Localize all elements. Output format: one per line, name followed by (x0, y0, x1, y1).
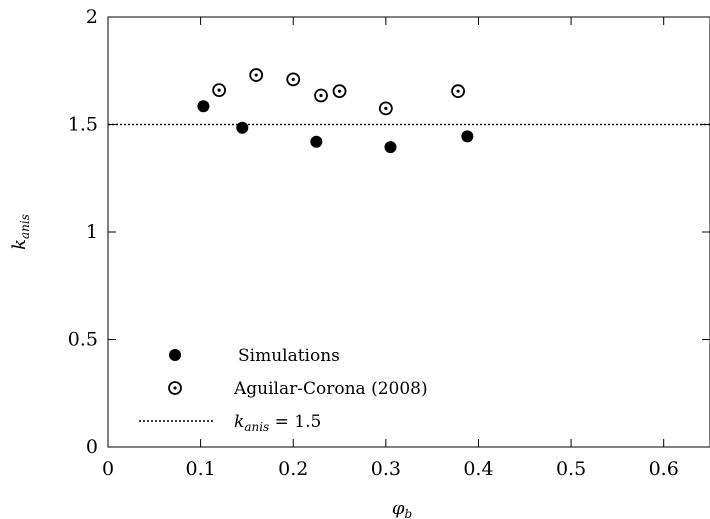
y-axis-label-main: k (9, 239, 30, 250)
legend-label-simulations: Simulations (238, 346, 340, 366)
legend-ref-rest: = 1.5 (269, 412, 321, 432)
y-tick-label: 1.5 (68, 114, 98, 136)
legend-ref-sub: anis (244, 420, 269, 434)
x-axis-label-main: φ (392, 498, 405, 519)
data-point-aguilar-corona-center (337, 89, 342, 93)
legend: Simulations Aguilar-Corona (2008) kanis … (139, 346, 428, 434)
legend-item-reference: kanis = 1.5 (139, 412, 321, 434)
data-point-aguilar-corona-center (254, 73, 258, 77)
data-point-simulations (197, 100, 210, 113)
y-tick-label: 1 (86, 221, 98, 243)
data-points-layer (197, 68, 474, 154)
data-point-aguilar-corona-center (384, 106, 388, 110)
x-tick-label: 0.1 (186, 458, 216, 480)
x-tick-label: 0.5 (556, 458, 586, 480)
data-point-simulations (461, 130, 474, 143)
data-point-simulations (236, 121, 249, 134)
data-point-aguilar-corona-center (456, 89, 460, 93)
x-tick-label: 0 (102, 458, 114, 480)
y-axis-label: kanis (9, 214, 32, 250)
y-tick-label: 0 (86, 436, 98, 458)
data-point-aguilar-corona-center (217, 88, 221, 92)
x-tick-label: 0.4 (463, 458, 493, 480)
x-tick-label: 0.6 (649, 458, 679, 480)
data-point-simulations (310, 135, 323, 148)
data-point-simulations (384, 141, 397, 154)
x-axis-label-sub: b (404, 507, 412, 519)
x-axis-label: φb (392, 498, 412, 519)
legend-marker-filled-circle (169, 349, 181, 361)
axis-ticks-layer: 0 0.1 0.2 0.3 0.4 0.5 0.6 0 0.5 1 1.5 2 (68, 6, 710, 480)
legend-item-aguilar-corona: Aguilar-Corona (2008) (168, 379, 428, 399)
legend-label-reference: kanis = 1.5 (234, 412, 321, 434)
x-tick-label: 0.3 (371, 458, 401, 480)
x-tick-label: 0.2 (278, 458, 308, 480)
legend-label-aguilar-corona: Aguilar-Corona (2008) (233, 379, 428, 399)
y-tick-label: 0.5 (68, 329, 98, 351)
series-simulations (197, 100, 474, 154)
legend-item-simulations: Simulations (169, 346, 340, 366)
data-point-aguilar-corona-center (319, 93, 323, 98)
legend-ref-main: k (234, 412, 244, 432)
data-point-aguilar-corona-center (291, 77, 295, 81)
series-aguilar-corona (212, 68, 465, 116)
legend-marker-circle-dot-center (173, 386, 177, 390)
y-axis-label-sub: anis (18, 214, 32, 239)
y-tick-label: 2 (86, 6, 98, 28)
